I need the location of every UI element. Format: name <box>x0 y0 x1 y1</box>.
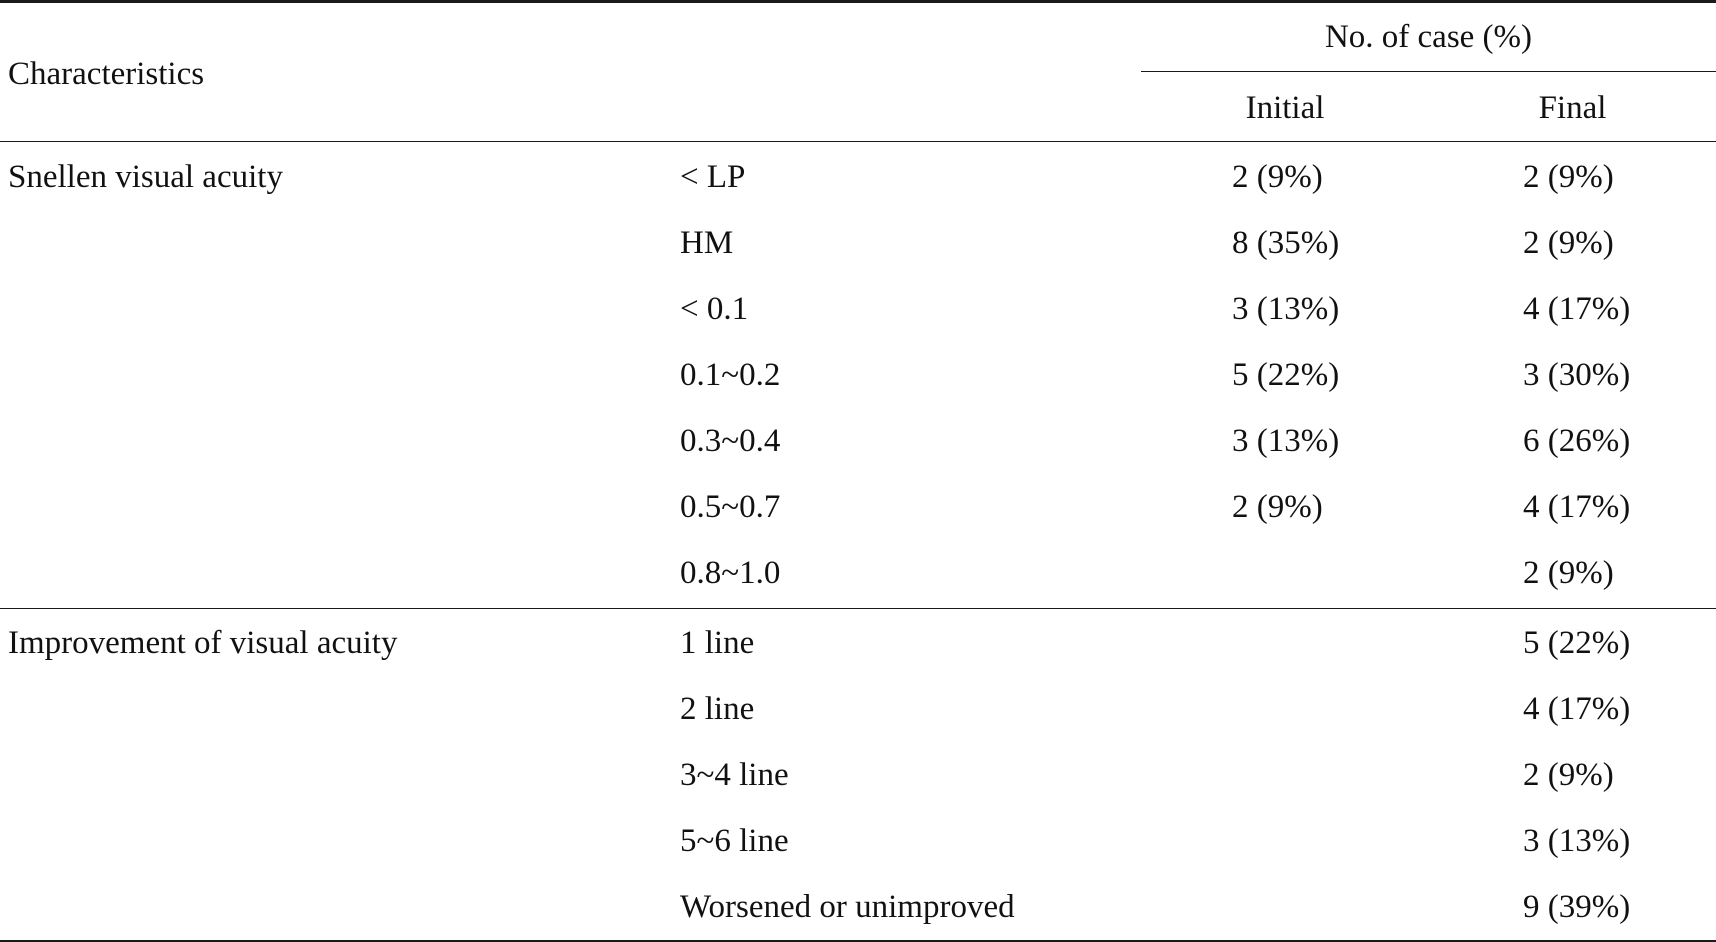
row-final-value: 6 (26%) <box>1523 423 1631 459</box>
row-subcategory: 0.3~0.4 <box>680 423 781 459</box>
row-final-value: 2 (9%) <box>1523 159 1614 195</box>
row-subcategory: 3~4 line <box>680 757 789 793</box>
row-final-value: 4 (17%) <box>1523 691 1631 727</box>
row-subcategory: 0.1~0.2 <box>680 357 781 393</box>
header-final: Final <box>1538 90 1607 126</box>
row-characteristic: Snellen visual acuity <box>8 159 283 195</box>
row-final-value: 4 (17%) <box>1523 291 1631 327</box>
row-final-value: 2 (9%) <box>1523 225 1614 261</box>
row-subcategory: 2 line <box>680 691 755 727</box>
row-initial-value: 2 (9%) <box>1232 159 1323 195</box>
row-final-value: 9 (39%) <box>1523 889 1631 925</box>
row-subcategory: < 0.1 <box>680 291 749 327</box>
row-subcategory: < LP <box>680 159 746 195</box>
row-final-value: 2 (9%) <box>1523 757 1614 793</box>
row-subcategory: HM <box>680 225 734 261</box>
table-top-rule <box>0 0 1716 3</box>
header-bottom-rule <box>0 141 1716 142</box>
row-subcategory: 5~6 line <box>680 823 789 859</box>
row-initial-value: 2 (9%) <box>1232 489 1323 525</box>
row-initial-value: 3 (13%) <box>1232 423 1340 459</box>
table-bottom-rule <box>0 940 1716 942</box>
row-subcategory: Worsened or unimproved <box>680 889 1015 925</box>
row-final-value: 2 (9%) <box>1523 555 1614 591</box>
row-initial-value: 8 (35%) <box>1232 225 1340 261</box>
row-initial-value: 5 (22%) <box>1232 357 1340 393</box>
section-divider-rule <box>0 608 1716 609</box>
header-initial: Initial <box>1245 90 1325 126</box>
header-group-underline <box>1141 71 1716 72</box>
row-subcategory: 1 line <box>680 625 755 661</box>
row-characteristic: Improvement of visual acuity <box>8 625 398 661</box>
row-subcategory: 0.5~0.7 <box>680 489 781 525</box>
row-final-value: 5 (22%) <box>1523 625 1631 661</box>
row-initial-value: 3 (13%) <box>1232 291 1340 327</box>
row-final-value: 3 (13%) <box>1523 823 1631 859</box>
row-final-value: 4 (17%) <box>1523 489 1631 525</box>
row-final-value: 3 (30%) <box>1523 357 1631 393</box>
header-characteristics: Characteristics <box>8 56 205 92</box>
row-subcategory: 0.8~1.0 <box>680 555 781 591</box>
header-case-count-group: No. of case (%) <box>1324 19 1533 55</box>
